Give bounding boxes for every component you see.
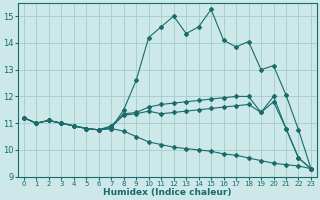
X-axis label: Humidex (Indice chaleur): Humidex (Indice chaleur) [103,188,232,197]
